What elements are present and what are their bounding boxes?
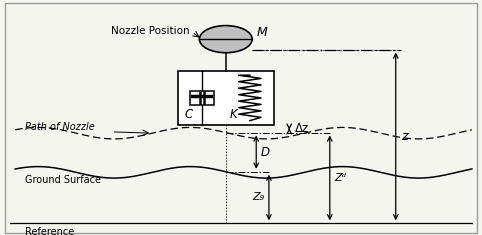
Text: D: D xyxy=(260,146,269,159)
Text: Nozzle Position: Nozzle Position xyxy=(111,26,189,36)
Bar xyxy=(177,70,274,125)
Text: K: K xyxy=(230,108,238,121)
Bar xyxy=(189,91,214,105)
Circle shape xyxy=(200,26,252,53)
Text: Reference: Reference xyxy=(26,227,75,235)
Text: z: z xyxy=(401,130,407,143)
Text: Path of Nozzle: Path of Nozzle xyxy=(26,122,95,132)
Text: M: M xyxy=(256,26,267,39)
Text: C: C xyxy=(184,108,192,121)
Text: Δz: Δz xyxy=(295,122,309,135)
Text: Ground Surface: Ground Surface xyxy=(26,175,101,185)
Text: Z₉: Z₉ xyxy=(253,192,265,203)
Text: Zᵈ: Zᵈ xyxy=(334,173,346,183)
